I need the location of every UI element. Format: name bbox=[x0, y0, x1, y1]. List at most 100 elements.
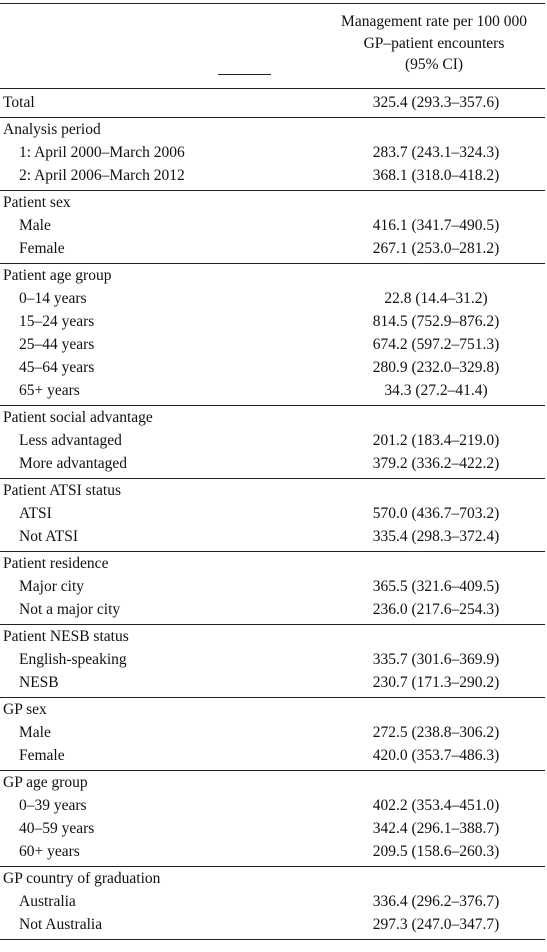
row-label: ATSI bbox=[19, 505, 52, 522]
table-row: Not a major city 236.0 (217.6–254.3) bbox=[0, 598, 545, 621]
table-row: 1: April 2000–March 2006 283.7 (243.1–324… bbox=[0, 141, 545, 164]
row-label: NESB bbox=[19, 674, 59, 691]
column-header-management-rate: Management rate per 100 000 GP–patient e… bbox=[341, 13, 527, 73]
table-row: 65+ years 34.3 (27.2–41.4) bbox=[0, 379, 545, 402]
table-group: Patient age group 0–14 years 22.8 (14.4–31… bbox=[0, 264, 545, 406]
row-value: 365.5 (321.6–409.5) bbox=[372, 578, 500, 595]
table-row: 25–44 years 674.2 (597.2–751.3) bbox=[0, 333, 545, 356]
table-group: Patient NESB status English-speaking 335.7… bbox=[0, 625, 545, 698]
table-row: 15–24 years 814.5 (752.9–876.2) bbox=[0, 310, 545, 333]
group-heading-row: GP country of graduation bbox=[0, 867, 545, 890]
row-value: 379.2 (336.2–422.2) bbox=[372, 455, 500, 472]
group-heading: Patient NESB status bbox=[3, 628, 129, 645]
table-row: More advantaged 379.2 (336.2–422.2) bbox=[0, 452, 545, 475]
row-label: 60+ years bbox=[19, 843, 80, 860]
row-value: 283.7 (243.1–324.3) bbox=[372, 144, 500, 161]
row-value: 335.4 (298.3–372.4) bbox=[372, 528, 500, 545]
group-heading: Analysis period bbox=[3, 121, 101, 138]
row-label: 0–14 years bbox=[19, 290, 87, 307]
group-heading-row: Patient residence bbox=[0, 552, 545, 575]
row-value: 420.0 (353.7–486.3) bbox=[372, 747, 500, 764]
row-value: 201.2 (183.4–219.0) bbox=[372, 432, 500, 449]
row-value: 342.4 (296.1–388.7) bbox=[372, 820, 500, 837]
row-label: Male bbox=[19, 217, 51, 234]
row-label: 65+ years bbox=[19, 382, 80, 399]
row-label: 0–39 years bbox=[19, 797, 87, 814]
table-row: 0–14 years 22.8 (14.4–31.2) bbox=[0, 287, 545, 310]
table-group: GP age group 0–39 years 402.2 (353.4–451.0… bbox=[0, 771, 545, 867]
row-label: Not ATSI bbox=[19, 528, 78, 545]
group-heading-row: Analysis period bbox=[0, 118, 545, 141]
table-group: Total 325.4 (293.3–357.6) bbox=[0, 91, 545, 118]
row-value: 236.0 (217.6–254.3) bbox=[372, 601, 500, 618]
table-row: Less advantaged 201.2 (183.4–219.0) bbox=[0, 429, 545, 452]
row-label: More advantaged bbox=[19, 455, 128, 472]
table-row: Male 416.1 (341.7–490.5) bbox=[0, 214, 545, 237]
table-row: 60+ years 209.5 (158.6–260.3) bbox=[0, 840, 545, 863]
table-row: ATSI 570.0 (436.7–703.2) bbox=[0, 502, 545, 525]
row-label: Australia bbox=[19, 893, 76, 910]
table-group: Patient social advantage Less advantaged 2… bbox=[0, 406, 545, 479]
row-label: Not Australia bbox=[19, 916, 103, 933]
row-value: 22.8 (14.4–31.2) bbox=[384, 290, 488, 307]
table-row: Male 272.5 (238.8–306.2) bbox=[0, 721, 545, 744]
row-label: 25–44 years bbox=[19, 336, 95, 353]
row-label: 15–24 years bbox=[19, 313, 95, 330]
table-top-rule bbox=[0, 3, 545, 4]
table-group: Patient residence Major city 365.5 (321.6–… bbox=[0, 552, 545, 625]
group-heading: GP country of graduation bbox=[3, 870, 161, 887]
row-label: Male bbox=[19, 724, 51, 741]
table-group: GP country of graduation Australia 336.4 (… bbox=[0, 867, 545, 940]
row-label: Major city bbox=[19, 578, 84, 595]
table-group: GP sex Male 272.5 (238.8–306.2) Female 420.0… bbox=[0, 698, 545, 771]
table-header: Management rate per 100 000 GP–patient e… bbox=[0, 11, 547, 77]
group-heading-row: GP age group bbox=[0, 771, 545, 794]
row-label: 2: April 2006–March 2012 bbox=[19, 167, 185, 184]
group-heading: GP sex bbox=[3, 701, 47, 718]
table-group: Patient ATSI status ATSI 570.0 (436.7–703.… bbox=[0, 479, 545, 552]
row-value: 209.5 (158.6–260.3) bbox=[372, 843, 500, 860]
group-heading: Patient age group bbox=[3, 267, 112, 284]
row-value: 267.1 (253.0–281.2) bbox=[372, 240, 500, 257]
group-heading-value: 325.4 (293.3–357.6) bbox=[372, 94, 500, 111]
row-label: Less advantaged bbox=[19, 432, 122, 449]
header-bottom-rule bbox=[0, 88, 545, 89]
row-label: Female bbox=[19, 240, 65, 257]
row-value: 336.4 (296.2–376.7) bbox=[372, 893, 500, 910]
row-label: Not a major city bbox=[19, 601, 121, 618]
table-row: Australia 336.4 (296.2–376.7) bbox=[0, 890, 545, 913]
table-row: 0–39 years 402.2 (353.4–451.0) bbox=[0, 794, 545, 817]
row-value: 230.7 (171.3–290.2) bbox=[372, 674, 500, 691]
table-body: Total 325.4 (293.3–357.6) Analysis period 1… bbox=[0, 91, 545, 940]
row-value: 416.1 (341.7–490.5) bbox=[372, 217, 500, 234]
row-value: 297.3 (247.0–347.7) bbox=[372, 916, 500, 933]
row-label: 40–59 years bbox=[19, 820, 95, 837]
group-heading: Patient ATSI status bbox=[3, 482, 121, 499]
table-row: 40–59 years 342.4 (296.1–388.7) bbox=[0, 817, 545, 840]
group-heading: Patient social advantage bbox=[3, 409, 153, 426]
table-row: English-speaking 335.7 (301.6–369.9) bbox=[0, 648, 545, 671]
row-label: 1: April 2000–March 2006 bbox=[19, 144, 185, 161]
row-value: 814.5 (752.9–876.2) bbox=[372, 313, 500, 330]
group-heading: Total bbox=[3, 94, 35, 111]
table-row: 45–64 years 280.9 (232.0–329.8) bbox=[0, 356, 545, 379]
table-group: Analysis period 1: April 2000–March 2006 2… bbox=[0, 118, 545, 191]
table-row: NESB 230.7 (171.3–290.2) bbox=[0, 671, 545, 694]
group-heading-row: Patient NESB status bbox=[0, 625, 545, 648]
group-heading: Patient sex bbox=[3, 194, 71, 211]
table-row: Not ATSI 335.4 (298.3–372.4) bbox=[0, 525, 545, 548]
row-value: 335.7 (301.6–369.9) bbox=[372, 651, 500, 668]
row-label: Female bbox=[19, 747, 65, 764]
table-row: Female 420.0 (353.7–486.3) bbox=[0, 744, 545, 767]
row-label: 45–64 years bbox=[19, 359, 95, 376]
group-heading-row: Patient social advantage bbox=[0, 406, 545, 429]
row-value: 368.1 (318.0–418.2) bbox=[372, 167, 500, 184]
group-heading-row: Total 325.4 (293.3–357.6) bbox=[0, 91, 545, 114]
table-row: Not Australia 297.3 (247.0–347.7) bbox=[0, 913, 545, 936]
group-heading: Patient residence bbox=[3, 555, 109, 572]
row-value: 402.2 (353.4–451.0) bbox=[372, 797, 500, 814]
group-heading-row: Patient sex bbox=[0, 191, 545, 214]
header-short-rule bbox=[218, 74, 271, 75]
row-value: 674.2 (597.2–751.3) bbox=[372, 336, 500, 353]
table-row: Major city 365.5 (321.6–409.5) bbox=[0, 575, 545, 598]
